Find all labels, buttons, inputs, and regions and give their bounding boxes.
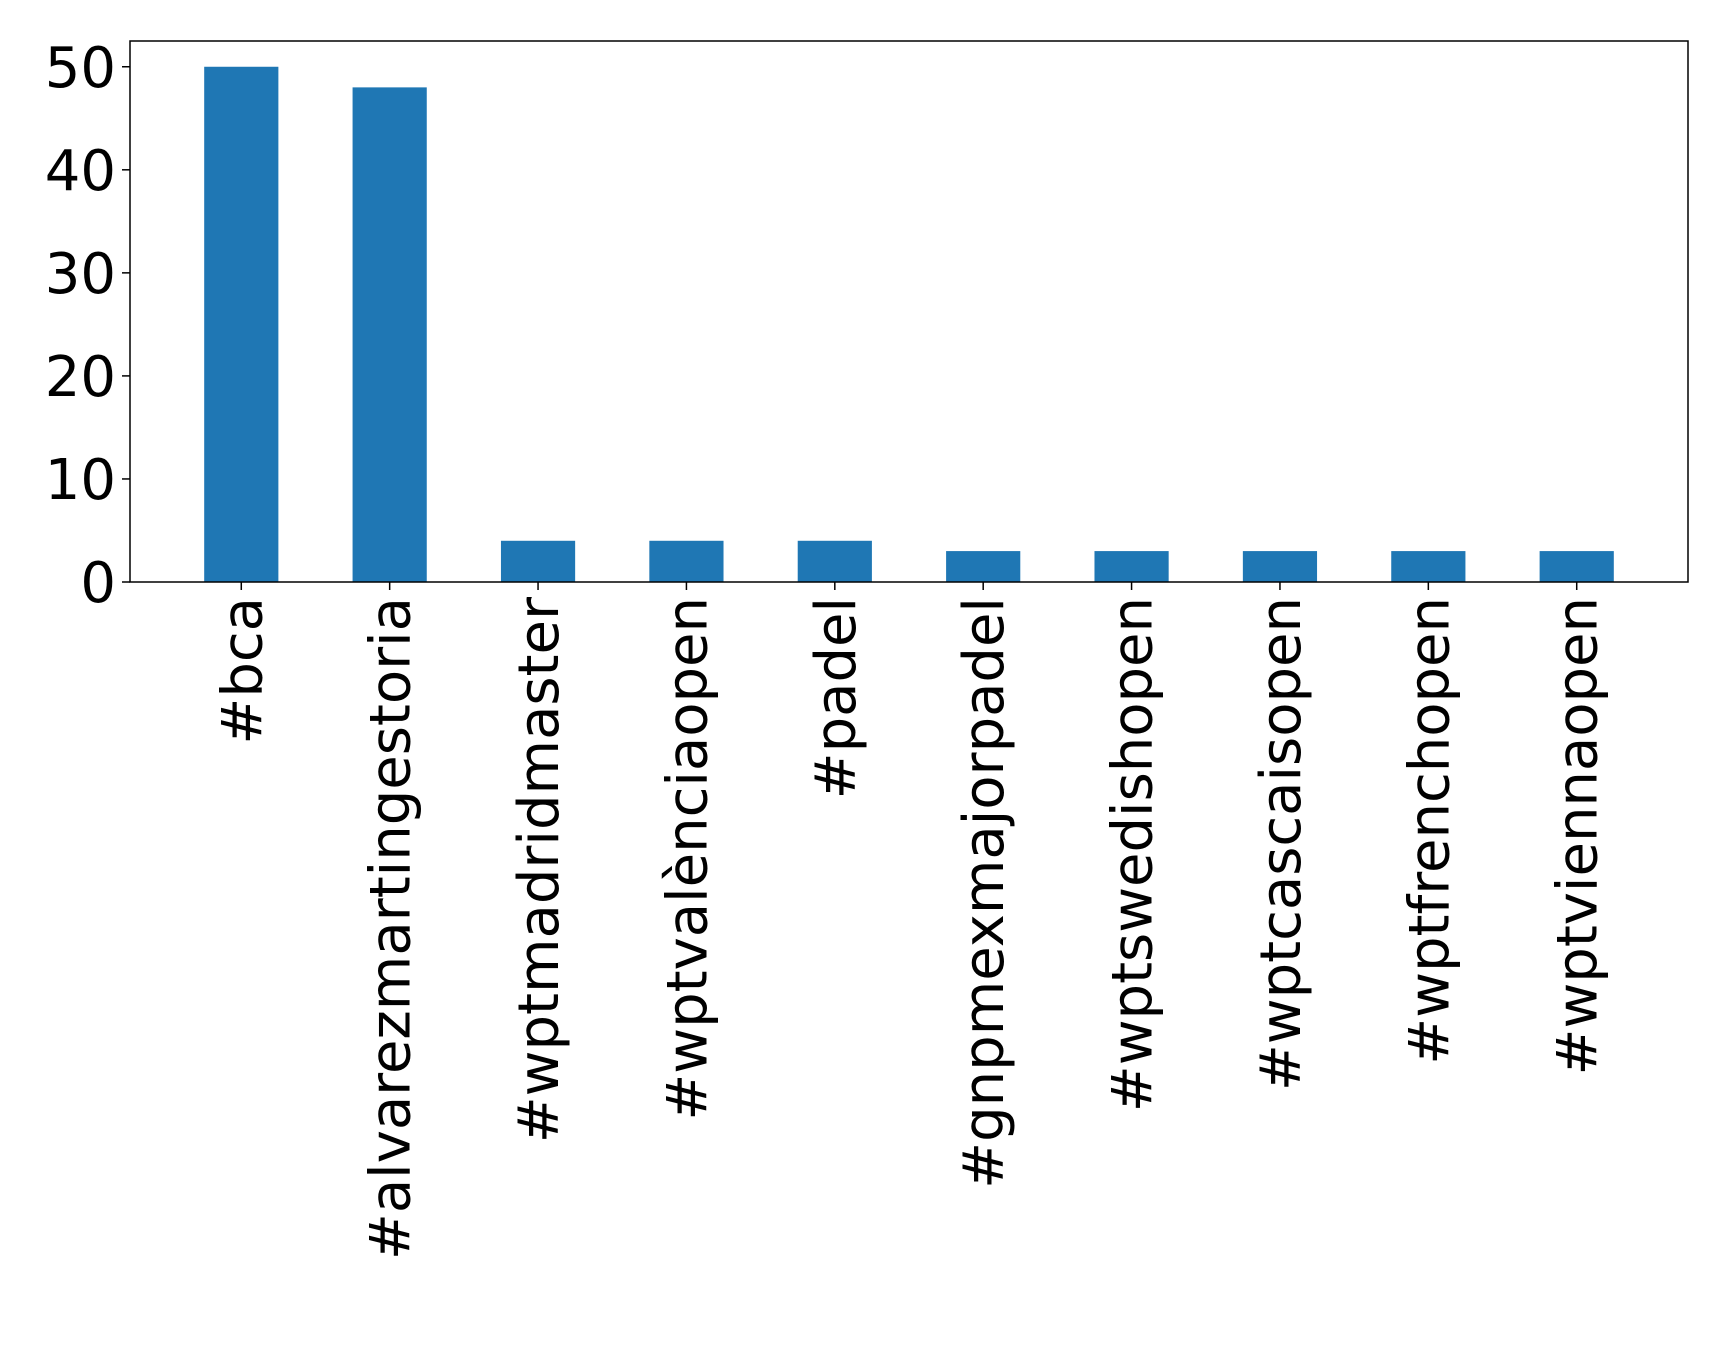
bar-1 bbox=[352, 87, 427, 582]
bar-4 bbox=[797, 540, 872, 582]
x-tick-label-4: #padel bbox=[804, 597, 869, 799]
x-axis: #bca #alvarezmartingestoria #wptmadridmast… bbox=[210, 582, 1611, 1260]
x-tick-label-0: #bca bbox=[210, 597, 275, 745]
bar-5 bbox=[946, 551, 1021, 582]
x-tick-label-5: #gnpmexmajorpadel bbox=[952, 597, 1017, 1189]
plot-frame bbox=[129, 40, 1689, 583]
y-tick-label-4: 40 bbox=[45, 139, 116, 204]
x-tick-label-6: #wptswedishopen bbox=[1101, 597, 1166, 1112]
y-tick-label-2: 20 bbox=[45, 345, 116, 410]
y-tick-label-1: 10 bbox=[45, 448, 116, 513]
bars-group bbox=[204, 66, 1614, 582]
bar-9 bbox=[1539, 551, 1614, 582]
y-tick-label-3: 30 bbox=[45, 242, 116, 307]
x-tick-label-9: #wptviennaopen bbox=[1546, 597, 1611, 1075]
x-tick-label-1: #alvarezmartingestoria bbox=[359, 597, 424, 1260]
x-tick-label-8: #wptfrenchopen bbox=[1397, 597, 1462, 1065]
x-tick-label-3: #wptvalènciaopen bbox=[655, 597, 720, 1121]
bar-0 bbox=[204, 66, 279, 582]
bar-8 bbox=[1391, 551, 1466, 582]
bar-3 bbox=[649, 540, 724, 582]
bar-7 bbox=[1242, 551, 1318, 582]
x-tick-label-7: #wptcascaisopen bbox=[1249, 597, 1314, 1091]
y-axis: 0 10 20 30 40 50 bbox=[45, 36, 130, 616]
y-tick-label-0: 0 bbox=[80, 551, 116, 616]
bar-2 bbox=[500, 540, 576, 582]
bar-6 bbox=[1094, 551, 1169, 582]
x-tick-label-2: #wptmadridmaster bbox=[507, 596, 572, 1143]
y-tick-label-5: 50 bbox=[45, 36, 116, 101]
